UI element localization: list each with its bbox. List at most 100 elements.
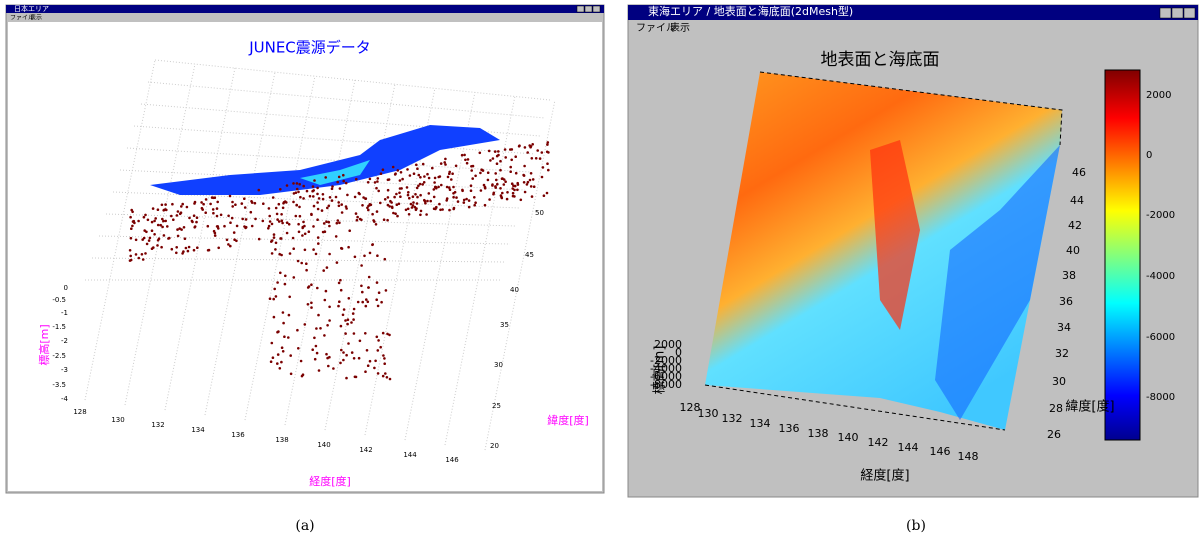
y-tick-label: 35 xyxy=(500,321,509,329)
hypocenter-dot xyxy=(523,165,526,168)
hypocenter-dot xyxy=(362,196,365,199)
y-tick-label: 50 xyxy=(535,209,544,217)
y-tick-label: 46 xyxy=(1072,166,1086,179)
hypocenter-dot xyxy=(229,195,232,198)
hypocenter-dot xyxy=(289,354,292,357)
hypocenter-dot xyxy=(444,158,447,161)
hypocenter-dot xyxy=(422,163,425,166)
hypocenter-dot xyxy=(172,218,175,221)
hypocenter-dot xyxy=(506,191,509,194)
hypocenter-dot xyxy=(241,202,244,205)
hypocenter-dot xyxy=(157,208,160,211)
hypocenter-dot xyxy=(288,296,291,299)
hypocenter-dot xyxy=(211,196,214,199)
hypocenter-dot xyxy=(366,349,369,352)
hypocenter-dot xyxy=(149,237,152,240)
menu-item[interactable]: 表示 xyxy=(670,21,690,34)
hypocenter-dot xyxy=(340,349,343,352)
hypocenter-dot xyxy=(439,175,442,178)
hypocenter-dot xyxy=(336,181,339,184)
hypocenter-dot xyxy=(312,185,315,188)
hypocenter-dot xyxy=(271,223,274,226)
hypocenter-dot xyxy=(295,204,298,207)
hypocenter-dot xyxy=(295,215,298,218)
hypocenter-dot xyxy=(515,172,518,175)
hypocenter-dot xyxy=(530,185,533,188)
hypocenter-dot xyxy=(236,225,239,228)
hypocenter-dot xyxy=(470,165,473,168)
hypocenter-dot xyxy=(377,305,380,308)
x-tick-label: 144 xyxy=(898,441,919,454)
hypocenter-dot xyxy=(399,187,402,190)
hypocenter-dot xyxy=(345,354,348,357)
hypocenter-dot xyxy=(410,203,413,206)
hypocenter-dot xyxy=(213,230,216,233)
hypocenter-dot xyxy=(241,218,244,221)
z-tick-label: -8000 xyxy=(650,378,682,391)
hypocenter-dot xyxy=(327,365,330,368)
hypocenter-dot xyxy=(188,246,191,249)
hypocenter-dot xyxy=(280,213,283,216)
hypocenter-dot xyxy=(292,237,295,240)
menu-item[interactable]: 表示 xyxy=(30,14,42,22)
hypocenter-dot xyxy=(543,194,546,197)
hypocenter-dot xyxy=(202,203,205,206)
hypocenter-dot xyxy=(160,246,163,249)
y-tick-label: 34 xyxy=(1057,321,1071,334)
hypocenter-dot xyxy=(488,198,491,201)
hypocenter-dot xyxy=(455,165,458,168)
hypocenter-dot xyxy=(234,203,237,206)
hypocenter-dot xyxy=(377,177,380,180)
hypocenter-dot xyxy=(348,229,351,232)
hypocenter-dot xyxy=(292,247,295,250)
hypocenter-dot xyxy=(440,162,443,165)
hypocenter-dot xyxy=(546,151,549,154)
hypocenter-dot xyxy=(491,184,494,187)
hypocenter-dot xyxy=(284,275,287,278)
hypocenter-dot xyxy=(328,205,331,208)
hypocenter-dot xyxy=(338,205,341,208)
hypocenter-dot xyxy=(541,151,544,154)
hypocenter-dot xyxy=(184,237,187,240)
hypocenter-dot xyxy=(323,222,326,225)
hypocenter-dot xyxy=(506,198,509,201)
hypocenter-dot xyxy=(244,206,247,209)
hypocenter-dot xyxy=(455,196,458,199)
hypocenter-dot xyxy=(364,370,367,373)
window-buttons[interactable] xyxy=(577,6,600,12)
hypocenter-dot xyxy=(342,359,345,362)
hypocenter-dot xyxy=(179,213,182,216)
colorbar-tick-label: -8000 xyxy=(1146,392,1175,403)
hypocenter-dot xyxy=(317,314,320,317)
hypocenter-dot xyxy=(280,237,283,240)
hypocenter-dot xyxy=(392,212,395,215)
hypocenter-dot xyxy=(423,175,426,178)
window-buttons[interactable] xyxy=(1160,8,1195,18)
hypocenter-dot xyxy=(448,172,451,175)
hypocenter-dot xyxy=(492,157,495,160)
hypocenter-dot xyxy=(315,345,318,348)
hypocenter-dot xyxy=(546,162,549,165)
colorbar-tick-label: -4000 xyxy=(1146,271,1175,282)
hypocenter-dot xyxy=(329,196,332,199)
hypocenter-dot xyxy=(361,301,364,304)
hypocenter-dot xyxy=(363,255,366,258)
hypocenter-dot xyxy=(443,161,446,164)
hypocenter-dot xyxy=(509,166,512,169)
hypocenter-dot xyxy=(270,240,273,243)
hypocenter-dot xyxy=(484,204,487,207)
hypocenter-dot xyxy=(365,197,368,200)
hypocenter-dot xyxy=(279,367,282,370)
hypocenter-dot xyxy=(147,219,150,222)
hypocenter-dot xyxy=(357,301,360,304)
hypocenter-dot xyxy=(302,197,305,200)
hypocenter-dot xyxy=(289,252,292,255)
hypocenter-dot xyxy=(438,203,441,206)
hypocenter-dot xyxy=(328,225,331,228)
hypocenter-dot xyxy=(383,362,386,365)
hypocenter-dot xyxy=(501,177,504,180)
hypocenter-dot xyxy=(322,269,325,272)
hypocenter-dot xyxy=(487,179,490,182)
hypocenter-dot xyxy=(398,203,401,206)
hypocenter-dot xyxy=(504,180,507,183)
